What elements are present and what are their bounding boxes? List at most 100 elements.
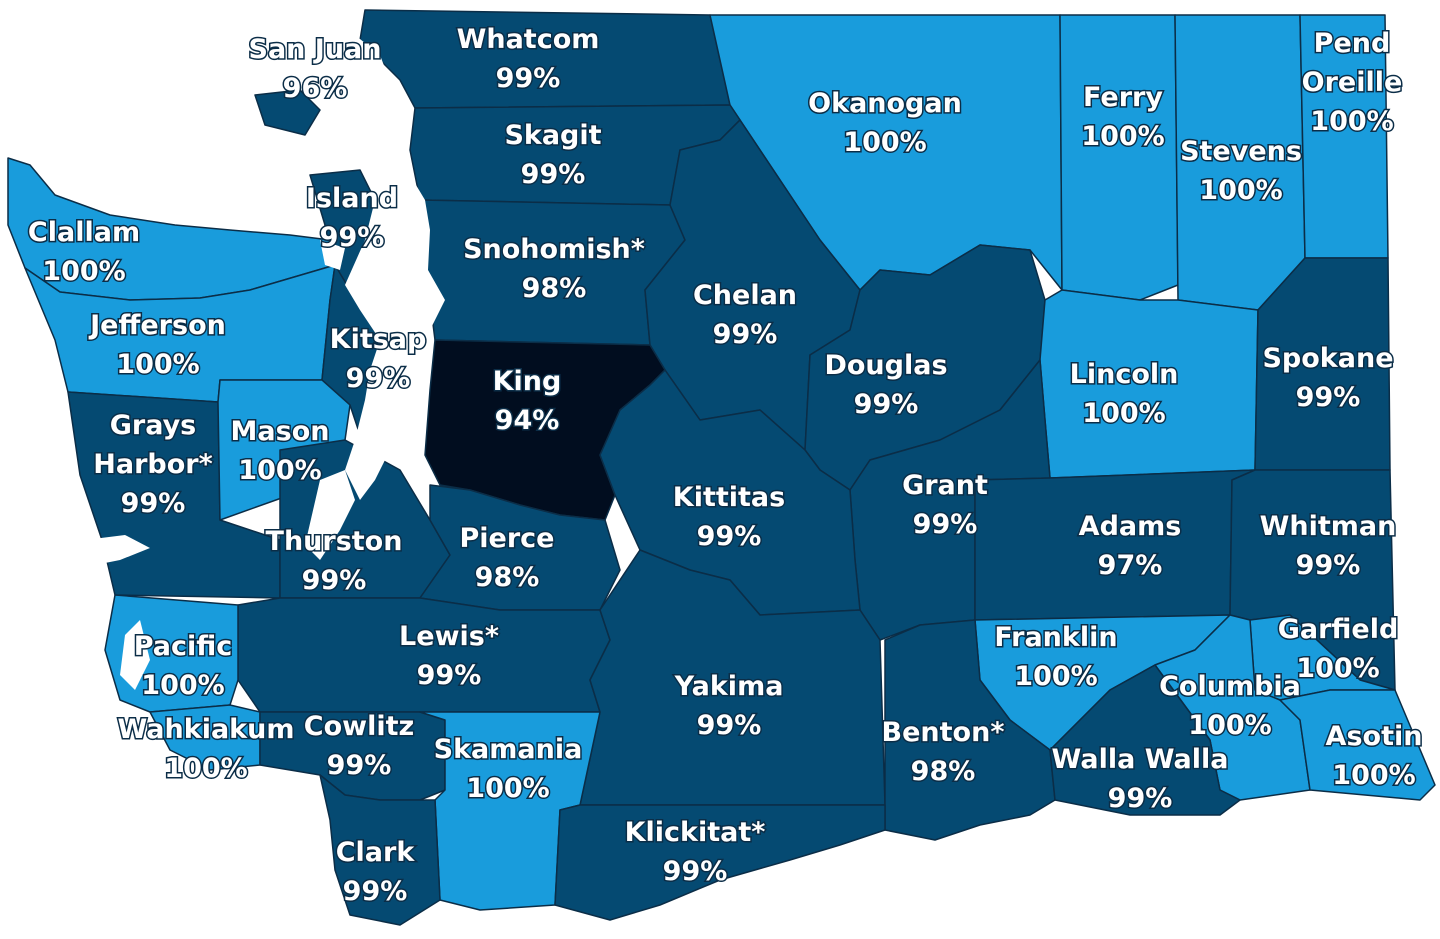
county-label-lewis: Lewis* 99% <box>399 621 499 691</box>
county-name: Adams <box>1079 511 1182 542</box>
water-body <box>85 535 150 565</box>
county-label-adams: Adams 97% <box>1079 511 1182 581</box>
county-percent: 99% <box>697 710 762 741</box>
county-label-stevens: Stevens 100% <box>1180 136 1302 206</box>
county-percent: 100% <box>1188 710 1271 741</box>
county-name: Pierce <box>460 523 555 554</box>
county-label-island: Island 99% <box>306 183 398 253</box>
county-name: Grays <box>110 410 197 441</box>
county-name: Skamania <box>434 734 583 765</box>
county-label-thurston: Thurston 99% <box>266 526 403 596</box>
county-percent: 100% <box>1081 121 1164 152</box>
county-percent: 100% <box>1199 175 1282 206</box>
county-percent: 100% <box>1014 661 1097 692</box>
county-san-juan <box>254 89 321 136</box>
county-percent: 98% <box>911 756 976 787</box>
county-label-whitman: Whitman 99% <box>1260 511 1397 581</box>
county-name: Asotin <box>1326 721 1423 752</box>
county-percent: 99% <box>343 876 408 907</box>
county-name: Thurston <box>266 526 403 557</box>
county-name: Okanogan <box>808 88 962 119</box>
county-percent: 99% <box>1108 783 1173 814</box>
county-percent: 97% <box>1098 550 1163 581</box>
county-name: Island <box>306 183 398 214</box>
county-name: Ferry <box>1083 82 1163 113</box>
county-name: Whatcom <box>457 24 600 55</box>
county-spokane <box>1254 257 1391 471</box>
county-label-cowlitz: Cowlitz 99% <box>304 711 414 781</box>
county-labels: San Juan 96% Whatcom 99% Okanogan 100% Ferry 10… <box>26 23 1424 909</box>
county-label-columbia: Columbia 100% <box>1159 671 1301 741</box>
county-percent: 100% <box>1296 653 1379 684</box>
county-name: Cowlitz <box>304 711 414 742</box>
county-percent: 100% <box>116 349 199 380</box>
county-name: Skagit <box>504 120 601 151</box>
puget-sound-water <box>85 35 445 690</box>
water-body <box>345 35 445 500</box>
county-yakima <box>579 549 886 806</box>
county-label-kittitas: Kittitas 99% <box>673 482 785 552</box>
county-label-snohomish: Snohomish* 98% <box>463 234 645 304</box>
county-name: Pend <box>1314 28 1391 59</box>
county-name: Pacific <box>134 631 233 662</box>
county-name: Spokane <box>1262 343 1393 374</box>
county-name: Snohomish* <box>463 234 645 265</box>
water-body <box>305 470 355 560</box>
county-name: Clark <box>336 837 416 868</box>
county-name: Franklin <box>994 622 1117 653</box>
county-label-pend-oreille: Pend Oreille 100% <box>1302 28 1403 137</box>
county-label-douglas: Douglas 99% <box>824 350 947 420</box>
county-label-ferry: Ferry 100% <box>1081 82 1164 152</box>
county-label-pacific: Pacific 100% <box>134 631 233 701</box>
county-name: Yakima <box>674 671 784 702</box>
county-label-pierce: Pierce 98% <box>460 523 555 593</box>
county-percent: 100% <box>164 753 247 784</box>
county-name: Klickitat* <box>625 817 766 848</box>
county-name: Grant <box>902 470 988 501</box>
county-label-walla-walla: Walla Walla 99% <box>1052 744 1229 814</box>
county-pierce <box>419 484 621 611</box>
county-percent: 99% <box>854 389 919 420</box>
county-label-grant: Grant 99% <box>902 470 988 540</box>
county-label-benton: Benton* 98% <box>882 717 1005 787</box>
county-label-chelan: Chelan 99% <box>693 280 797 350</box>
county-name: Walla Walla <box>1052 744 1229 775</box>
county-klickitat <box>554 804 886 921</box>
county-percent: 99% <box>417 660 482 691</box>
county-skamania <box>419 711 601 911</box>
county-name: Whitman <box>1260 511 1397 542</box>
county-name: Clallam <box>28 217 140 248</box>
county-adams <box>974 469 1256 621</box>
county-label-grays-harbor: Grays Harbor* 99% <box>93 410 212 519</box>
county-name: Garfield <box>1278 614 1399 645</box>
county-percent: 99% <box>913 509 978 540</box>
county-name: Stevens <box>1180 136 1302 167</box>
county-percent: 100% <box>1082 398 1165 429</box>
county-percent: 99% <box>496 63 561 94</box>
county-percent: 100% <box>1310 106 1393 137</box>
county-name: Lincoln <box>1070 359 1179 390</box>
county-percent: 99% <box>346 363 411 394</box>
county-ferry <box>1059 14 1179 301</box>
county-percent: 98% <box>475 562 540 593</box>
county-label-franklin: Franklin 100% <box>994 622 1117 692</box>
county-name: Jefferson <box>88 310 226 341</box>
county-name: Douglas <box>824 350 947 381</box>
county-percent: 99% <box>302 565 367 596</box>
county-label-clallam: Clallam 100% <box>28 217 140 287</box>
county-label-asotin: Asotin 100% <box>1326 721 1423 791</box>
county-percent: 99% <box>1296 550 1361 581</box>
county-percent: 99% <box>521 159 586 190</box>
county-name: Wahkiakum <box>117 714 294 745</box>
county-percent: 100% <box>843 127 926 158</box>
county-percent: 99% <box>1296 382 1361 413</box>
county-label-jefferson: Jefferson 100% <box>88 310 226 380</box>
county-label-garfield: Garfield 100% <box>1278 614 1399 684</box>
county-percent: 99% <box>663 856 728 887</box>
county-shapes <box>7 9 1436 926</box>
county-percent: 99% <box>713 319 778 350</box>
county-label-mason: Mason 100% <box>231 416 330 486</box>
county-name: Mason <box>231 416 330 447</box>
county-asotin <box>1279 689 1436 801</box>
